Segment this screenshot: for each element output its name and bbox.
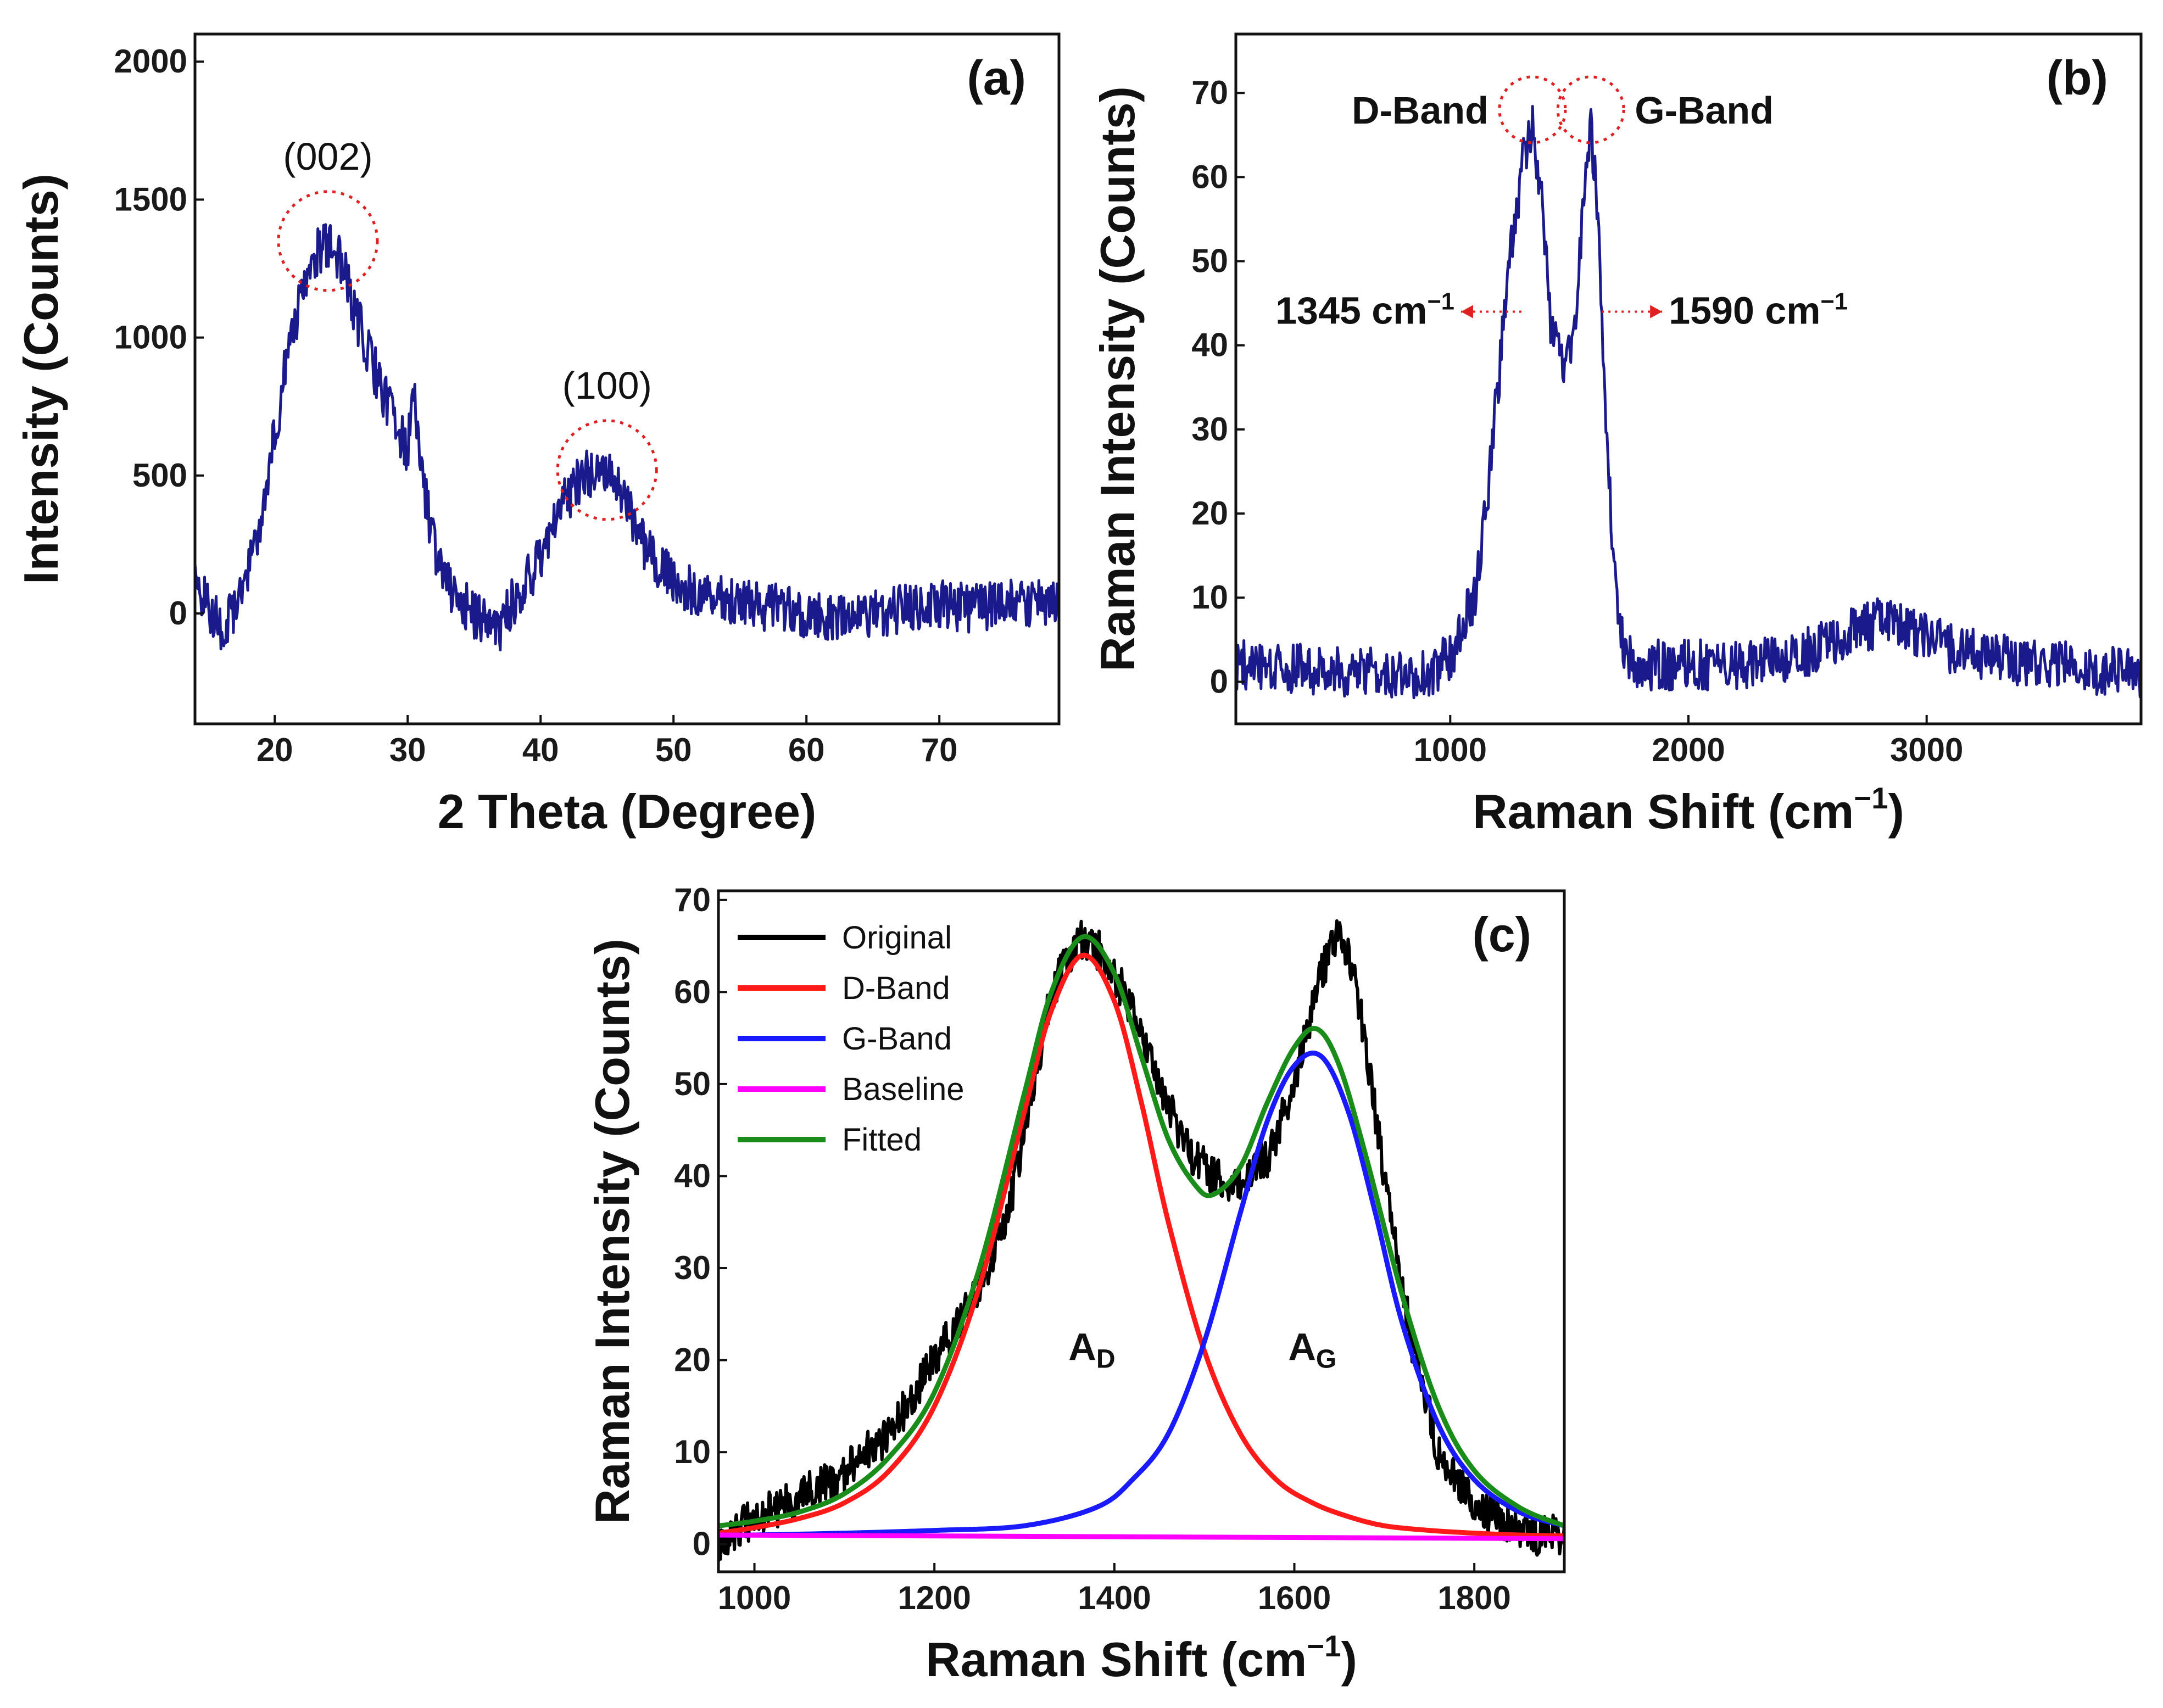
position-arrowhead <box>1650 305 1663 319</box>
y-tick-label: 70 <box>674 881 711 918</box>
peak-highlight-circle <box>277 190 379 292</box>
y-tick-label: 500 <box>132 457 187 494</box>
y-tick-label: 40 <box>1191 327 1228 364</box>
peak-position-label: 1345 cm−1 <box>1275 288 1454 332</box>
series-line-baseline <box>718 1532 1564 1542</box>
position-arrowhead <box>1460 305 1473 319</box>
y-tick-label: 20 <box>674 1342 711 1378</box>
y-axis-title: Raman Intensity (Counts) <box>585 939 639 1524</box>
plot-frame <box>193 32 1061 725</box>
y-tick-label: 30 <box>1191 411 1228 448</box>
series-line-g-band <box>718 1050 1564 1538</box>
band-name-label: G-Band <box>1635 89 1774 132</box>
panel-a-xrd: 20 30 40 50 60 70 0 500 1000 1500 2000 2 Theta (Deg… <box>14 32 1061 839</box>
y-axis-title: Raman Intensity (Counts) <box>1090 86 1145 672</box>
area-label: AG <box>1288 1326 1336 1374</box>
peak-highlight-circle <box>1498 75 1567 144</box>
legend-label: Fitted <box>842 1122 922 1158</box>
legend: Original D-Band G-Band Baseline Fitted <box>738 920 964 1158</box>
x-tick-label: 1400 <box>1078 1579 1151 1616</box>
panel-label: (c) <box>1472 907 1531 962</box>
peak-position-label: 1590 cm−1 <box>1669 288 1848 332</box>
series-line-d-band <box>718 952 1564 1539</box>
y-tick-label: 1000 <box>114 319 187 356</box>
y-tick-label: 0 <box>1210 663 1228 700</box>
series-line-xrd <box>195 223 1059 652</box>
series-group <box>718 919 1564 1562</box>
panel-c-raman-fit: 1000 1200 1400 1600 1800 0 10 20 30 40 50 60 70 Raman… <box>585 881 1566 1687</box>
x-axis-title: Raman Shift (cm−1) <box>1473 782 1904 839</box>
x-tick-label: 20 <box>257 732 293 768</box>
peak-index-label: (002) <box>283 135 372 178</box>
legend-label: Original <box>842 920 952 956</box>
y-tick-label: 1500 <box>114 181 187 217</box>
series-line-raman <box>1236 105 2141 700</box>
x-tick-label: 50 <box>655 732 692 768</box>
y-tick-label: 20 <box>1191 495 1228 532</box>
panel-b-raman: 1000 2000 3000 0 10 20 30 40 50 60 70 Raman Shift (… <box>1090 32 2143 839</box>
series-line-fitted <box>718 934 1564 1528</box>
y-tick-label: 60 <box>674 973 711 1010</box>
x-tick-label: 1200 <box>897 1579 971 1616</box>
x-axis-title: Raman Shift (cm−1) <box>926 1629 1357 1687</box>
plot-frame <box>717 889 1566 1573</box>
peak-highlight-circle <box>1556 75 1625 144</box>
y-tick-label: 40 <box>674 1157 711 1194</box>
x-axis-title: 2 Theta (Degree) <box>438 784 817 839</box>
legend-label: Baseline <box>842 1071 964 1107</box>
x-tick-label: 70 <box>921 732 958 768</box>
x-tick-label: 3000 <box>1890 732 1963 768</box>
y-tick-label: 0 <box>169 595 187 632</box>
y-axis-title: Intensity (Counts) <box>14 174 68 584</box>
y-tick-label: 60 <box>1191 158 1228 195</box>
area-label: AD <box>1068 1326 1115 1374</box>
y-tick-label: 2000 <box>114 43 187 80</box>
panel-label: (b) <box>2047 51 2108 105</box>
y-tick-label: 30 <box>674 1249 711 1286</box>
x-tick-label: 40 <box>522 732 559 768</box>
legend-label: G-Band <box>842 1021 952 1057</box>
panel-label: (a) <box>967 51 1026 105</box>
x-tick-label: 1800 <box>1437 1579 1510 1616</box>
x-tick-label: 1600 <box>1258 1579 1331 1616</box>
y-tick-label: 10 <box>674 1433 711 1470</box>
y-tick-label: 10 <box>1191 579 1228 616</box>
x-tick-label: 60 <box>788 732 825 768</box>
y-tick-label: 0 <box>693 1526 711 1562</box>
band-name-label: D-Band <box>1352 89 1489 132</box>
series-group <box>1236 105 2141 700</box>
series-group <box>195 223 1059 652</box>
peak-index-label: (100) <box>562 364 651 407</box>
x-tick-label: 1000 <box>718 1579 791 1616</box>
peak-highlight-circle <box>556 419 658 521</box>
x-tick-label: 2000 <box>1652 732 1725 768</box>
y-tick-label: 50 <box>674 1065 711 1102</box>
x-tick-label: 30 <box>389 732 426 768</box>
y-tick-label: 50 <box>1191 243 1228 280</box>
y-tick-label: 70 <box>1191 74 1228 111</box>
legend-label: D-Band <box>842 970 950 1006</box>
x-tick-label: 1000 <box>1414 732 1487 768</box>
